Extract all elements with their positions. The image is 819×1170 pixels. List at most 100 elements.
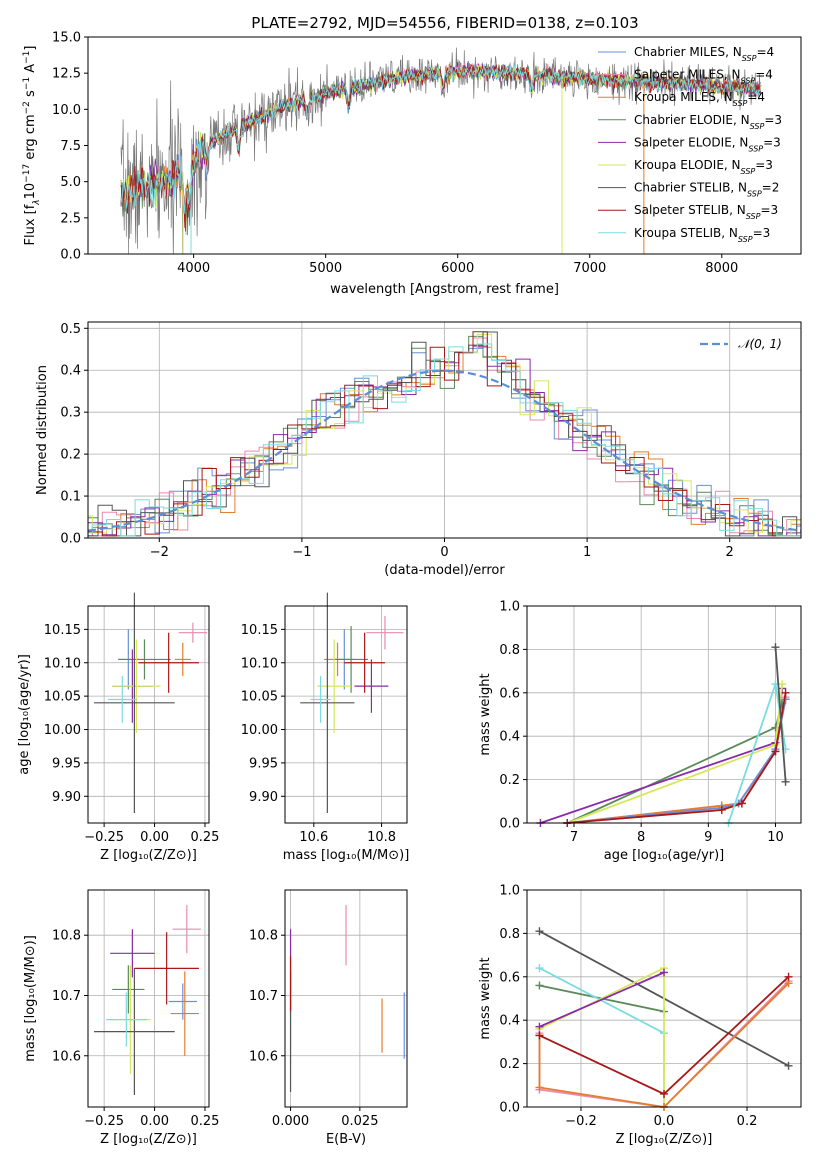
spectrum-panel: 4000 5000 6000 7000 8000 0.0 2.5 5.0 7.5 10.0 12.5… — [22, 31, 802, 297]
legend-ssp-count: =4 — [755, 68, 773, 82]
y-tick-label: 10.15 — [241, 623, 278, 638]
legend-ssp-subscript: SSP — [742, 54, 757, 63]
legend-ssp-count: =4 — [747, 90, 765, 104]
y-tick-label: 10.15 — [44, 623, 81, 638]
y-tick-label: 0.5 — [60, 322, 81, 337]
y-tick-label: 9.95 — [249, 756, 278, 771]
x-axis-label: Z [log₁₀(Z/Z⊙)] — [616, 1132, 713, 1147]
x-tick-label: 5000 — [309, 261, 342, 276]
mass-weight-marker — [784, 1061, 793, 1070]
x-axis-label: wavelength [Angstrom, rest frame] — [330, 282, 559, 297]
axes-frame — [526, 889, 802, 1108]
y-axis-label-part: Flux [f — [23, 204, 38, 245]
y-axis-label-part: −17 — [22, 164, 32, 183]
y-tick-label: 0.6 — [499, 686, 520, 701]
y-tick-label: 0.3 — [60, 406, 81, 421]
x-tick-label: −0.25 — [84, 1114, 124, 1129]
x-tick-label: −0.2 — [565, 1114, 597, 1129]
x-tick-label: 7 — [570, 830, 578, 845]
mass-weight-marker — [778, 680, 787, 689]
gaussian-reference-curve — [88, 369, 801, 532]
y-tick-label: 2.5 — [60, 211, 81, 226]
y-tick-label: 9.90 — [249, 790, 278, 805]
legend-ssp-count: =3 — [763, 135, 781, 149]
y-tick-label: 0.2 — [499, 1057, 520, 1072]
y-tick-label: 0.0 — [499, 1101, 520, 1116]
x-axis-label: age [log₁₀(age/yr)] — [604, 848, 725, 863]
y-tick-label: 10.00 — [241, 723, 278, 738]
x-tick-label: 10 — [767, 830, 784, 845]
mass-weight-marker — [737, 799, 746, 808]
x-axis-label: E(B-V) — [326, 1132, 366, 1147]
y-tick-label: 10.6 — [52, 1049, 81, 1064]
y-tick-label: 9.90 — [52, 790, 81, 805]
mass-weight-marker — [535, 964, 544, 973]
y-tick-label: 0.2 — [499, 773, 520, 788]
axes-frame — [87, 889, 210, 1108]
legend-label: 𝒩(0, 1) — [738, 337, 782, 351]
y-tick-label: 10.7 — [52, 989, 81, 1004]
legend-ssp-count: =3 — [760, 203, 778, 217]
legend-label: Kroupa STELIB, NSSP=3 — [634, 226, 770, 244]
mass-weight-marker — [535, 1083, 544, 1092]
axes-frame — [284, 605, 408, 824]
y-axis-label-part: −1 — [22, 77, 32, 90]
mass-vs-ebv-panel: 0.000 0.025 10.6 10.7 10.8 E(B-V) — [249, 889, 408, 1147]
mass-weight-marker — [781, 777, 790, 786]
legend-series-name: Kroupa STELIB, N — [634, 226, 738, 240]
y-axis-label: Flux [fλ10−17 erg cm−2 s−1 A−1] — [22, 46, 42, 246]
legend-ssp-subscript: SSP — [750, 121, 765, 130]
x-tick-label: 8 — [637, 830, 645, 845]
y-axis-label-part: −1 — [22, 51, 32, 64]
y-axis-label: age [log₁₀(age/yr)] — [17, 654, 32, 775]
y-tick-label: 0.4 — [499, 1014, 520, 1029]
y-tick-label: 12.5 — [52, 67, 81, 82]
legend-series-name: Chabrier STELIB, N — [634, 181, 747, 195]
x-tick-label: 0.025 — [341, 1114, 378, 1129]
y-tick-label: 10.8 — [52, 929, 81, 944]
mass-weight-marker — [781, 688, 790, 697]
histogram-step-line — [88, 343, 801, 537]
axes-frame — [87, 605, 210, 824]
legend-ssp-subscript: SSP — [746, 212, 761, 221]
y-axis-label-part: erg cm — [23, 114, 38, 163]
x-tick-label: 0.0 — [654, 1114, 675, 1129]
legend-ssp-subscript: SSP — [733, 99, 748, 108]
residual-histogram-panel: −2 −1 0 1 2 0.0 0.1 0.2 0.3 0.4 0.5 (data-model)/er… — [35, 321, 802, 578]
y-axis-label-part: −2 — [22, 101, 32, 114]
x-axis-label: Z [log₁₀(Z/Z⊙)] — [100, 848, 197, 863]
legend-series-name: Kroupa ELODIE, N — [634, 158, 741, 172]
y-axis-label: mass weight — [478, 673, 493, 755]
legend-ssp-subscript: SSP — [741, 167, 756, 176]
plot-area — [88, 331, 801, 537]
y-tick-label: 10.10 — [241, 656, 278, 671]
y-tick-label: 0.1 — [60, 490, 81, 505]
x-tick-label: 1 — [583, 545, 591, 560]
weight-vs-metallicity-panel: −0.2 0.0 0.2 0.0 0.2 0.4 0.6 0.8 1.0 Z [log₁₀(Z/Z… — [478, 884, 802, 1147]
x-tick-label: 0.2 — [737, 1114, 758, 1129]
legend-label: Kroupa ELODIE, NSSP=3 — [634, 158, 773, 176]
y-axis-label: Normed distribution — [35, 365, 50, 495]
mass-weight-marker — [660, 1089, 668, 1098]
x-tick-label: 0.25 — [190, 830, 219, 845]
legend-label: Chabrier ELODIE, NSSP=3 — [634, 113, 782, 131]
x-tick-label: 7000 — [573, 261, 606, 276]
legend-ssp-subscript: SSP — [741, 76, 756, 85]
y-tick-label: 1.0 — [499, 600, 520, 615]
x-tick-label: 2 — [726, 545, 734, 560]
legend-ssp-count: =3 — [753, 226, 771, 240]
x-tick-label: 0.000 — [272, 1114, 309, 1129]
y-tick-label: 0.6 — [499, 970, 520, 985]
y-tick-label: 0.0 — [499, 817, 520, 832]
y-tick-label: 10.7 — [249, 989, 278, 1004]
y-tick-label: 0.2 — [60, 448, 81, 463]
weight-vs-age-panel: 7 8 9 10 0.0 0.2 0.4 0.6 0.8 1.0 age [log₁₀(age/yr… — [478, 600, 802, 863]
mass-weight-marker — [535, 1031, 544, 1040]
y-tick-label: 0.4 — [60, 364, 81, 379]
legend-series-name: Chabrier MILES, N — [634, 45, 742, 59]
y-axis-label-part: ] — [23, 46, 38, 51]
axes-frame — [526, 605, 802, 824]
x-tick-label: 9 — [704, 830, 712, 845]
x-tick-label: 10.8 — [367, 830, 396, 845]
y-axis-label-part: A — [23, 64, 38, 77]
